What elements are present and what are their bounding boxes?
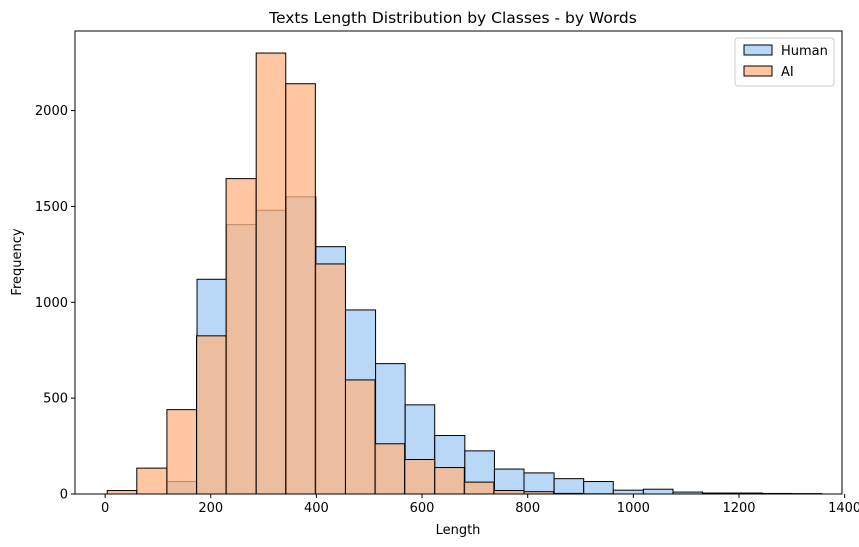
ai-bar <box>434 467 465 495</box>
ai-bar <box>285 83 316 495</box>
y-tick-label: 1000 <box>35 296 68 311</box>
x-tick-label: 200 <box>198 501 223 516</box>
ai-bar <box>166 409 197 495</box>
human-bar <box>553 478 585 495</box>
x-tick-label: 600 <box>410 501 435 516</box>
x-axis: 0 200 400 600 800 1000 1200 1400 <box>101 494 859 516</box>
plot-frame <box>74 30 843 495</box>
legend-label-ai: AI <box>781 65 794 80</box>
x-tick-label: 1200 <box>722 501 755 516</box>
legend: Human AI <box>734 37 835 87</box>
ai-bars <box>106 52 614 495</box>
y-tick-label: 1500 <box>35 200 68 215</box>
y-tick-label: 0 <box>60 488 68 503</box>
legend-swatch-ai <box>743 65 773 77</box>
y-tick-label: 500 <box>43 392 68 407</box>
x-tick-label: 800 <box>515 501 540 516</box>
ai-bar <box>136 467 168 495</box>
ai-bar <box>106 490 138 495</box>
ai-bar <box>374 443 406 495</box>
legend-swatch-human <box>743 44 773 56</box>
x-tick-label: 400 <box>304 501 329 516</box>
legend-label-human: Human <box>781 44 828 59</box>
human-bar <box>583 481 614 495</box>
x-tick-label: 1400 <box>828 501 859 516</box>
ai-bar <box>225 178 257 495</box>
chart-title: Texts Length Distribution by Classes - b… <box>268 9 637 27</box>
x-tick-label: 0 <box>101 501 109 516</box>
y-axis-label: Frequency <box>10 228 25 295</box>
ai-bar <box>404 458 436 495</box>
ai-bar <box>344 379 376 495</box>
ai-bar <box>255 52 287 495</box>
y-axis: 0 500 1000 1500 2000 <box>35 104 75 503</box>
human-bar <box>523 472 555 495</box>
ai-bar <box>195 335 227 495</box>
y-tick-label: 2000 <box>35 104 68 119</box>
x-tick-label: 1000 <box>617 501 650 516</box>
human-bar <box>612 489 644 495</box>
ai-bar <box>314 263 346 495</box>
ai-bar <box>493 490 525 495</box>
x-axis-label: Length <box>436 523 481 538</box>
human-bar <box>642 488 674 495</box>
ai-bar <box>463 481 495 495</box>
